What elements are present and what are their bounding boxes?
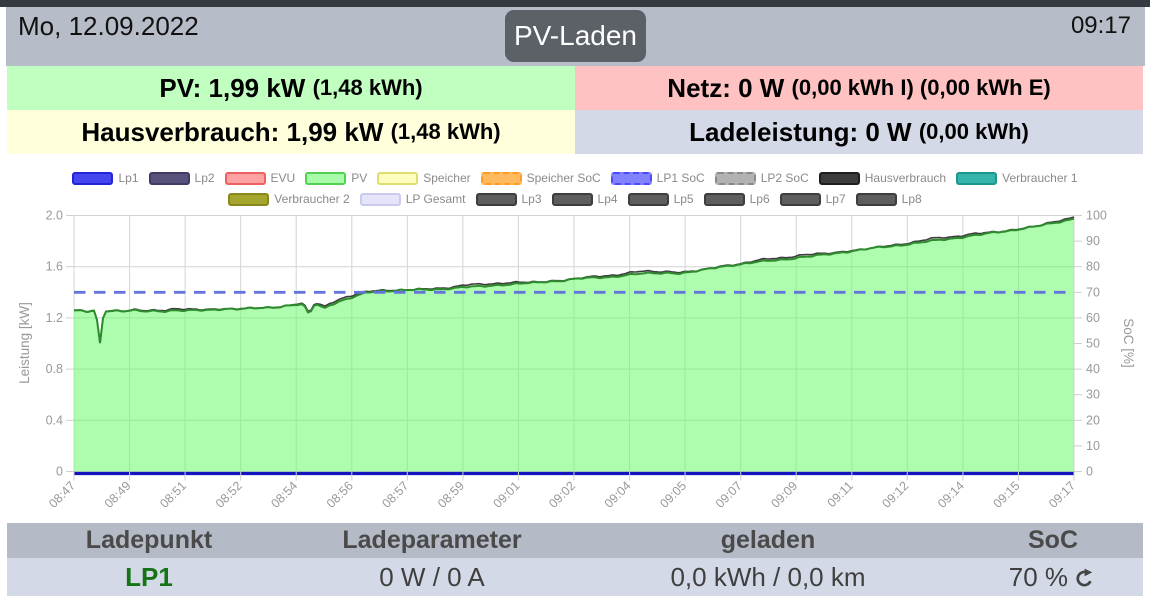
svg-text:09:15: 09:15	[991, 479, 1023, 511]
svg-text:30: 30	[1086, 388, 1100, 402]
svg-text:09:02: 09:02	[546, 479, 578, 511]
svg-text:20: 20	[1086, 413, 1100, 427]
svg-text:08:51: 08:51	[157, 479, 189, 511]
svg-text:90: 90	[1086, 234, 1100, 248]
svg-text:09:14: 09:14	[935, 479, 967, 511]
svg-text:09:04: 09:04	[602, 479, 634, 511]
svg-text:2.0: 2.0	[46, 209, 63, 223]
svg-text:10: 10	[1086, 439, 1100, 453]
svg-text:08:47: 08:47	[46, 479, 78, 511]
svg-text:1.6: 1.6	[46, 260, 63, 274]
svg-text:0: 0	[56, 465, 63, 479]
svg-text:09:05: 09:05	[657, 479, 689, 511]
svg-text:09:11: 09:11	[825, 479, 856, 510]
svg-text:100: 100	[1086, 209, 1107, 223]
svg-text:70: 70	[1086, 285, 1100, 299]
svg-text:Leistung [kW]: Leistung [kW]	[17, 302, 32, 384]
svg-text:1.2: 1.2	[46, 311, 63, 325]
svg-text:60: 60	[1086, 311, 1100, 325]
svg-text:08:52: 08:52	[213, 479, 245, 511]
svg-text:08:57: 08:57	[379, 479, 411, 511]
svg-text:0: 0	[1086, 465, 1093, 479]
svg-text:50: 50	[1086, 337, 1100, 351]
svg-text:40: 40	[1086, 362, 1100, 376]
svg-text:80: 80	[1086, 260, 1100, 274]
svg-text:08:54: 08:54	[268, 479, 300, 511]
svg-text:08:49: 08:49	[102, 479, 134, 511]
svg-text:SoC [%]: SoC [%]	[1121, 318, 1136, 368]
svg-text:08:56: 08:56	[324, 479, 356, 511]
svg-text:09:12: 09:12	[879, 479, 911, 511]
svg-text:08:59: 08:59	[435, 479, 467, 511]
svg-text:0.4: 0.4	[46, 413, 63, 427]
svg-text:09:09: 09:09	[768, 479, 800, 511]
svg-text:09:01: 09:01	[491, 479, 523, 511]
svg-text:09:17: 09:17	[1046, 479, 1078, 511]
svg-text:09:07: 09:07	[713, 479, 745, 511]
svg-text:0.8: 0.8	[46, 362, 63, 376]
